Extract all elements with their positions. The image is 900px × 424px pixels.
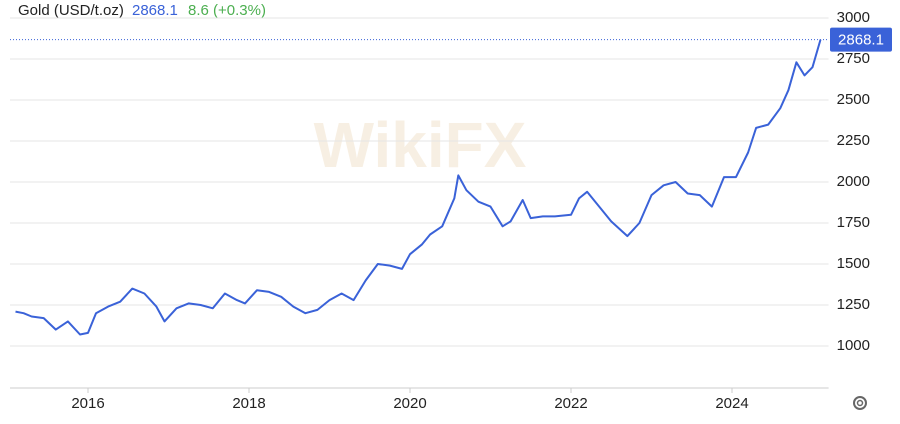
gear [853,396,867,410]
y-tick-label: 2750 [837,50,870,67]
x-tick-label: 2022 [554,395,587,412]
y-tick-label: 2000 [837,173,870,190]
y-tick-label: 1000 [837,337,870,354]
y-tick-label: 1250 [837,296,870,313]
y-tick-label: 1500 [837,255,870,272]
chart-title: Gold (USD/t.oz) [18,2,124,19]
x-tick-label: 2016 [71,395,104,412]
change: 8.6 (+0.3%) [188,2,266,19]
x-tick-label: 2024 [715,395,748,412]
y-tick-label: 2250 [837,132,870,149]
price-tag [830,27,892,52]
gear-hub [856,399,864,407]
x-tick-label: 2020 [393,395,426,412]
y-tick-label: 2500 [837,91,870,108]
price: 2868.1 [132,2,178,19]
settings-icon[interactable] [853,396,867,410]
watermark: WikiFX [314,109,527,181]
y-tick-label: 1750 [837,214,870,231]
price-line [15,39,822,336]
price-tag-label: 2868.1 [838,32,884,49]
x-tick-label: 2018 [232,395,265,412]
y-tick-label: 3000 [837,9,870,26]
